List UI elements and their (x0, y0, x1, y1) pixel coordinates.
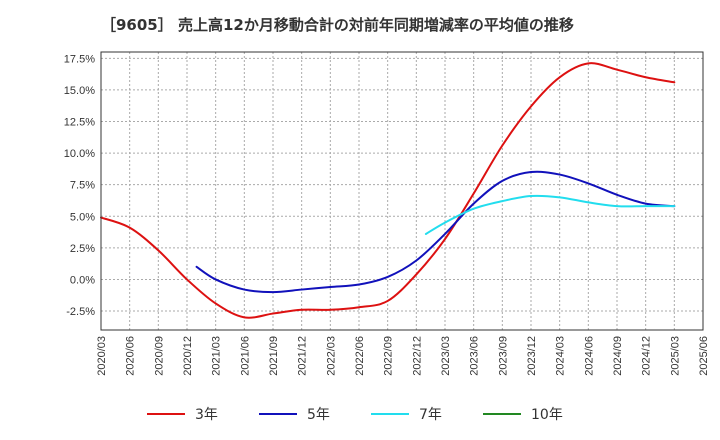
y-axis-ticks: 17.5% 15.0% 12.5% 10.0% 7.5% 5.0% 2.5% 0.0% -2.5… (64, 53, 95, 318)
x-tick-label: 2023/03 (440, 336, 452, 376)
y-tick-label: 2.5% (70, 243, 95, 255)
y-tick-label: -2.5% (66, 306, 95, 318)
legend-label: 10年 (531, 407, 563, 423)
x-tick-label: 2021/03 (211, 336, 223, 376)
x-tick-label: 2024/09 (612, 336, 624, 376)
x-tick-label: 2022/03 (325, 336, 337, 376)
x-axis-ticks: 2020/03 2020/06 2020/09 2020/12 2021/03 2021/… (96, 336, 710, 376)
legend-item-2: 7年 (371, 407, 442, 423)
y-tick-label: 5.0% (70, 211, 95, 223)
x-tick-label: 2021/09 (268, 336, 280, 376)
x-tick-label: 2025/06 (698, 336, 710, 376)
y-tick-label: 15.0% (64, 85, 95, 97)
x-tick-label: 2020/03 (96, 336, 108, 376)
series-line-1 (195, 170, 676, 294)
x-tick-label: 2022/12 (411, 336, 423, 376)
y-tick-label: 12.5% (64, 117, 95, 129)
legend: 3年 5年 7年 10年 (147, 407, 563, 423)
x-tick-label: 2020/12 (182, 336, 194, 376)
y-tick-label: 17.5% (64, 53, 95, 65)
x-tick-label: 2022/06 (354, 336, 366, 376)
x-tick-label: 2025/03 (669, 336, 681, 376)
legend-item-1: 5年 (259, 407, 330, 423)
x-tick-label: 2021/06 (239, 336, 251, 376)
x-tick-label: 2024/03 (555, 336, 567, 376)
series-line-0 (100, 62, 676, 319)
x-tick-label: 2020/09 (153, 336, 165, 376)
chart-title: ［9605］ 売上高12か月移動合計の対前年同期増減率の平均値の推移 (101, 16, 574, 34)
x-tick-label: 2024/06 (583, 336, 595, 376)
x-tick-label: 2023/09 (497, 336, 509, 376)
y-tick-label: 10.0% (64, 148, 95, 160)
series-line-2 (424, 194, 676, 235)
y-tick-label: 7.5% (70, 180, 95, 192)
x-tick-label: 2023/12 (526, 336, 538, 376)
x-tick-label: 2021/12 (297, 336, 309, 376)
y-tick-label: 0.0% (70, 274, 95, 286)
x-tick-label: 2024/12 (641, 336, 653, 376)
legend-label: 7年 (419, 407, 442, 423)
legend-label: 5年 (307, 407, 330, 423)
legend-item-3: 10年 (483, 407, 563, 423)
series-lines (100, 62, 676, 319)
x-tick-label: 2023/06 (469, 336, 481, 376)
legend-item-0: 3年 (147, 407, 218, 423)
x-tick-label: 2022/09 (383, 336, 395, 376)
legend-label: 3年 (195, 407, 218, 423)
x-tick-label: 2020/06 (125, 336, 137, 376)
plot-frame (100, 51, 704, 331)
grid (100, 52, 704, 330)
